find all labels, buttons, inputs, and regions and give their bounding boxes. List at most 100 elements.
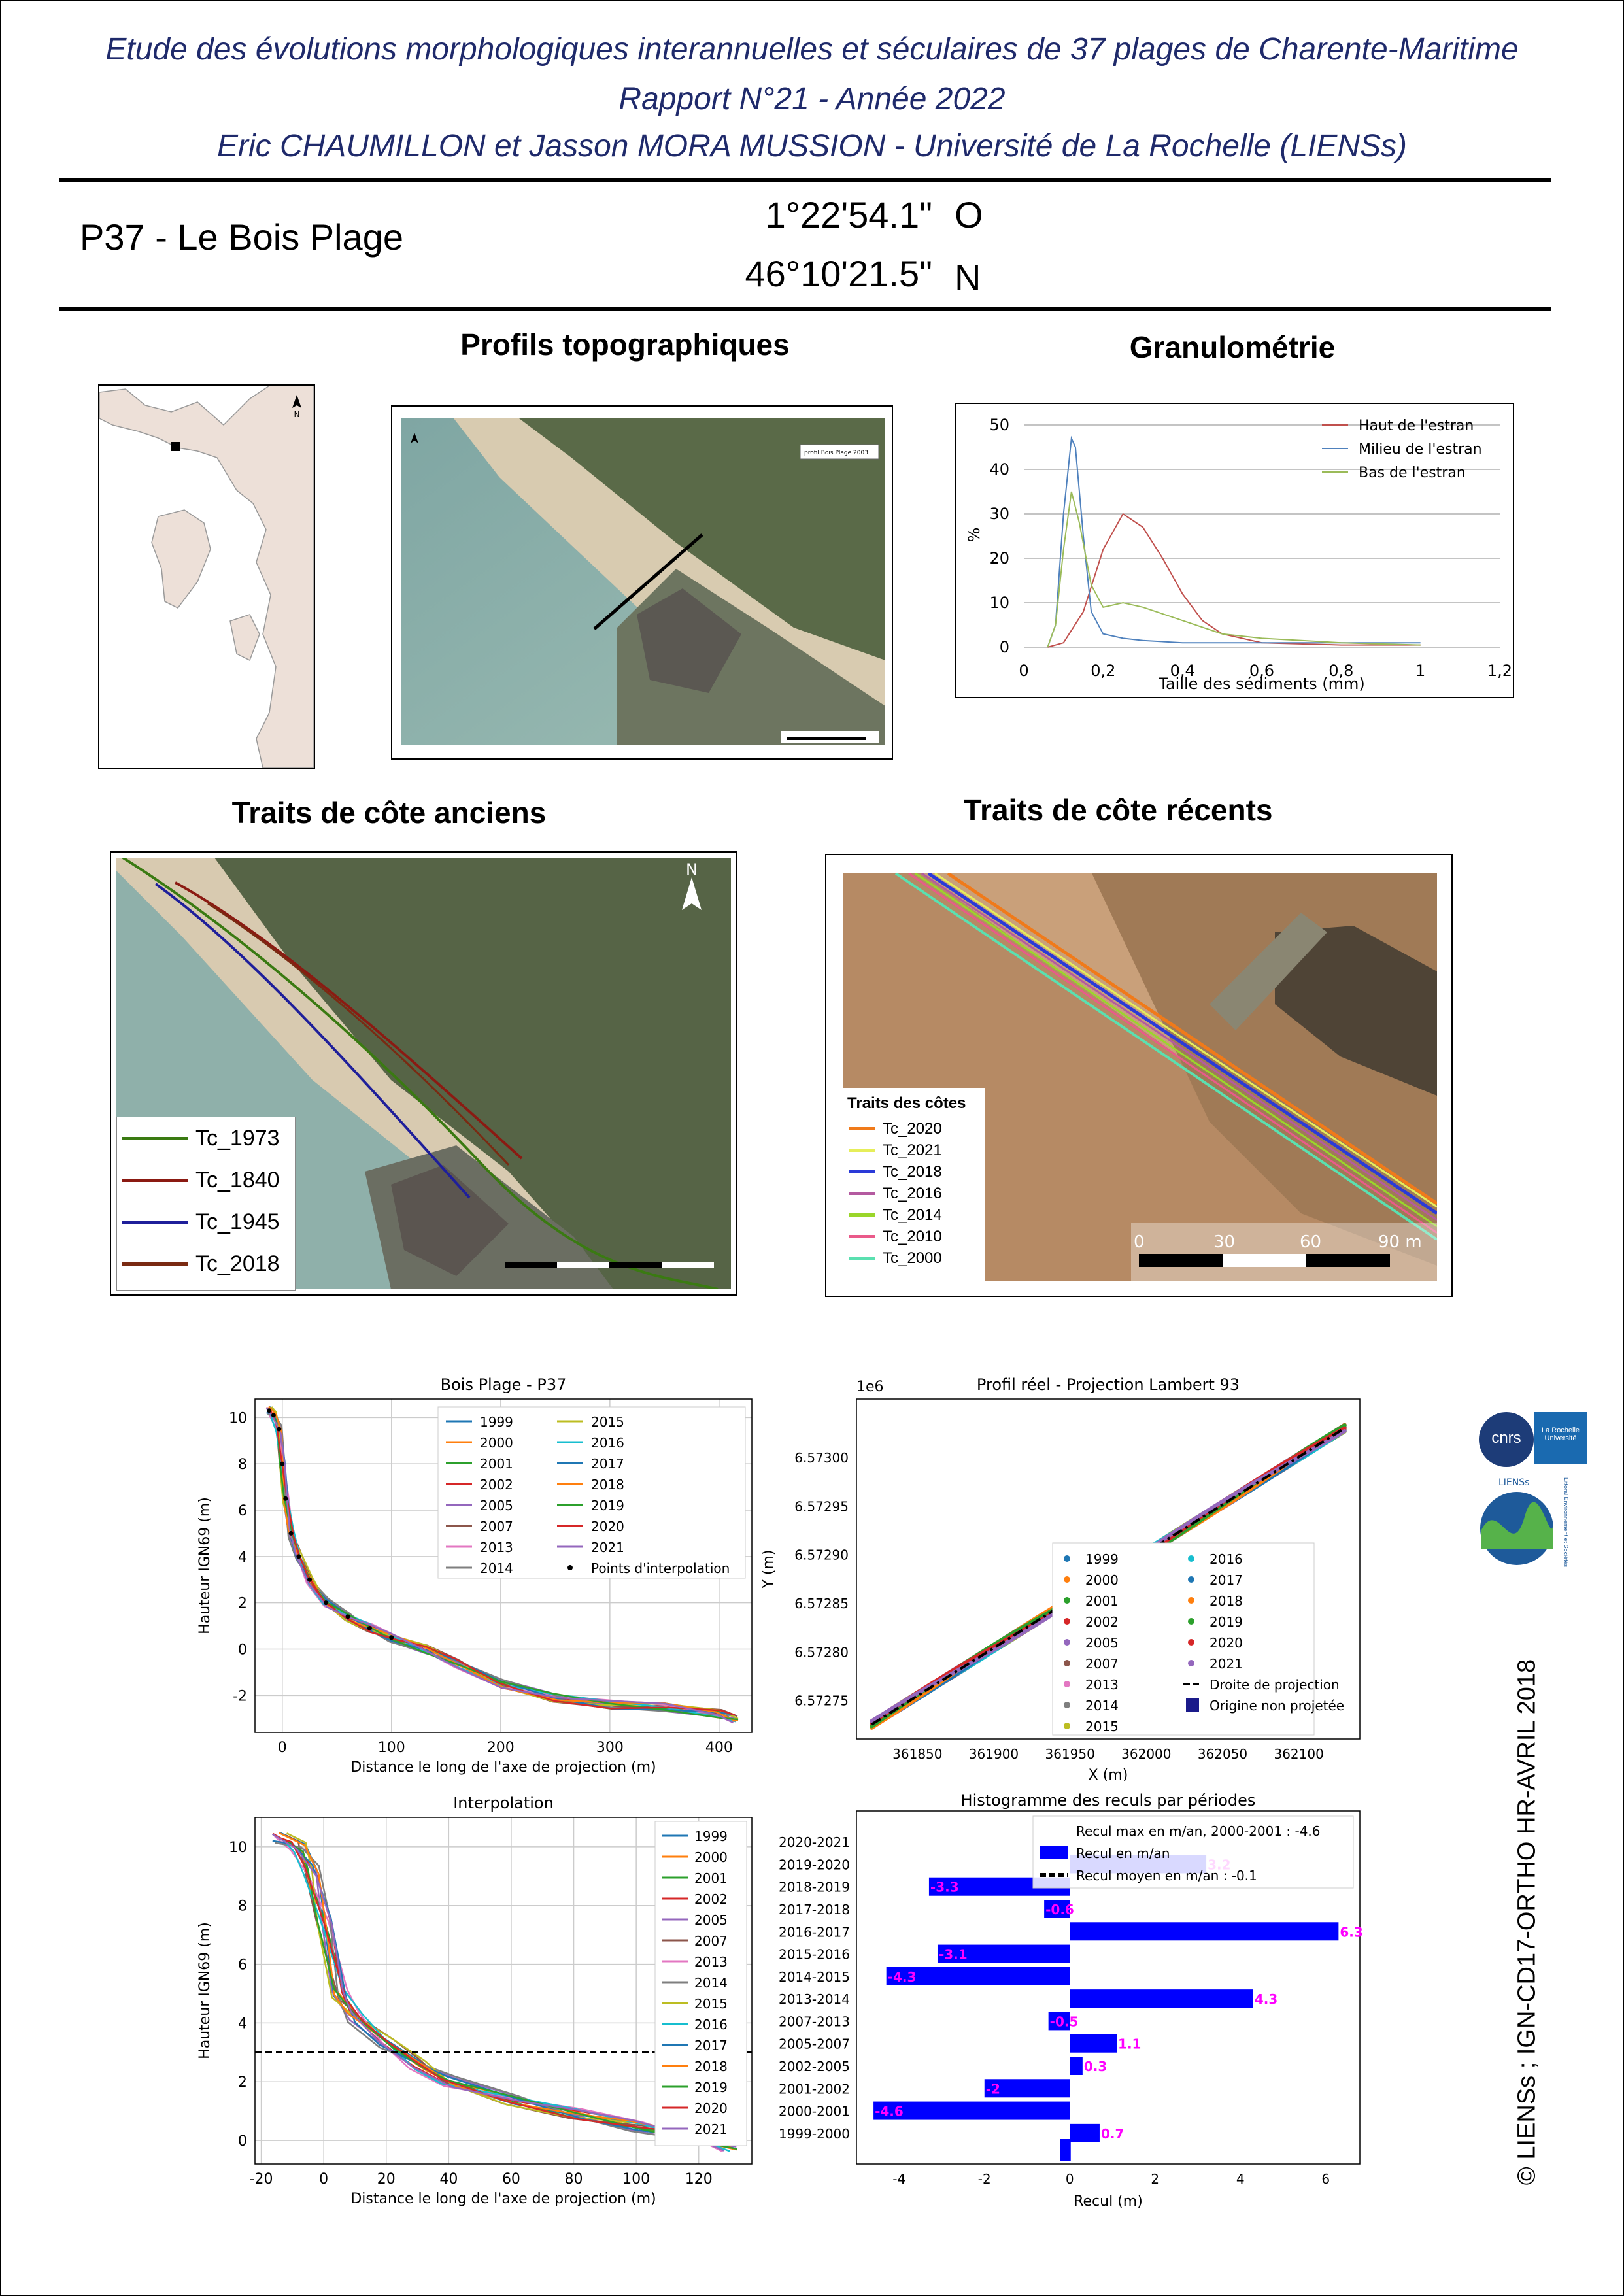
interp-legend-box [654, 1821, 747, 2146]
recents-legend-item: Tc_2016 [843, 1183, 985, 1204]
interp-legend-label: 2007 [694, 1933, 728, 1949]
header-rule-bottom [59, 307, 1551, 311]
chart-xtick-label: 40 [439, 2171, 458, 2187]
univ-logo: La Rochelle Université [1534, 1412, 1587, 1464]
hist-bar-label: -4.3 [888, 1969, 917, 1985]
hist-bar-label: -4.6 [875, 2104, 904, 2119]
chart-xtick-label: 20 [377, 2171, 396, 2187]
chart-xtick-label: 0 [278, 1740, 287, 1756]
hist-bar-label: 0.3 [1084, 2059, 1107, 2074]
interp-legend-label: 2013 [694, 1954, 728, 1970]
hist-bar-label: 1.1 [1118, 2036, 1141, 2052]
reel-legend-label: 2002 [1085, 1614, 1119, 1630]
granulo-xtick-label: 1,2 [1487, 662, 1512, 680]
hist-bar [1070, 1989, 1253, 2008]
reel-legend-label: 2007 [1085, 1656, 1119, 1672]
interpolation-point [277, 1427, 282, 1432]
hist-category-label: 2002-2005 [779, 2059, 850, 2074]
chart-title: Profil réel - Projection Lambert 93 [977, 1376, 1240, 1394]
anciens-legend-swatch [122, 1262, 188, 1266]
chart-xlabel: Distance le long de l'axe de projection … [350, 1759, 656, 1776]
recents-legend-swatch [849, 1127, 875, 1130]
chart-ytick-label: 6.57285 [794, 1596, 849, 1612]
section-title-granulometrie: Granulométrie [1129, 330, 1336, 364]
site-longitude: 1°22'54.1" [765, 194, 932, 235]
recents-legend-label: Tc_2010 [883, 1227, 942, 1245]
reel-legend-label: 2005 [1085, 1635, 1119, 1651]
recents-legend-item: Tc_2020 [843, 1118, 985, 1140]
interpolation-point [267, 1408, 272, 1413]
granulo-xtick-label: 0,6 [1249, 662, 1274, 680]
reel-legend-label: 2016 [1210, 1551, 1243, 1567]
reel-legend-marker [1188, 1618, 1194, 1625]
chart-axes-frame [856, 1398, 1361, 1740]
site-latitude: 46°10'21.5" [745, 253, 932, 294]
side-credit-text: © LIENSs ; IGN-CD17-ORTHO HR-AVRIL 2018 [1513, 1659, 1541, 2186]
interpolation-chart: Interpolation -20 0 20 40 60 80 100 120 0 2 4 6 8 10 Di… [197, 1794, 753, 2207]
recents-legend-swatch [849, 1192, 875, 1195]
anciens-legend-item: Tc_2018 [117, 1243, 295, 1285]
recents-legend-title: Traits des côtes [847, 1094, 966, 1112]
chart-xtick-label: 361900 [969, 1746, 1019, 1762]
hist-bar-label: -2 [986, 2081, 1000, 2097]
interpolation-point [307, 1577, 313, 1582]
granulo-series-line [1047, 491, 1421, 648]
chart-ytick-label: 6 [238, 1503, 247, 1519]
chart-ytick-label: 6.57290 [794, 1547, 849, 1563]
chart-xtick-label: 0 [319, 2171, 328, 2187]
p37-legend-label: 2000 [480, 1435, 513, 1451]
reel-legend-label: 2014 [1085, 1698, 1119, 1714]
interp-legend-label: 2000 [694, 1849, 728, 1865]
interpolation-point [367, 1626, 372, 1631]
hist-bar-label: -3.1 [939, 1947, 968, 1963]
hist-category-label: 2014-2015 [779, 1969, 850, 1985]
reel-legend-box [1052, 1542, 1315, 1736]
hist-category-label: 2020-2021 [779, 1834, 850, 1850]
recents-scale-30: 30 [1213, 1232, 1235, 1252]
anciens-map-photo: N [116, 858, 731, 1289]
reel-legend-label: 2020 [1210, 1635, 1243, 1651]
reel-legend-label: Origine non projetée [1210, 1698, 1344, 1714]
chart-ytick-label: -2 [233, 1688, 247, 1704]
profile-series-line [286, 1834, 734, 2143]
profil-reel-chart: Profil réel - Projection Lambert 93 1e6 36… [760, 1376, 1361, 1783]
hist-bar [937, 1944, 1070, 1963]
histogramme-reculs-chart: Histogramme des reculs par périodes -4 -2 0… [779, 1791, 1363, 2210]
reel-legend-marker [1064, 1723, 1070, 1729]
interpolation-point [271, 1413, 276, 1418]
hist-category-label: 2019-2020 [779, 1857, 850, 1872]
anciens-legend-swatch [122, 1178, 188, 1182]
recents-legend-item: Tc_2014 [843, 1204, 985, 1226]
recents-legend: Traits des côtes Tc_2020 Tc_2021 Tc_2018 Tc… [843, 1088, 985, 1281]
p37-legend-box [437, 1406, 746, 1579]
reel-legend-label: 2021 [1210, 1656, 1243, 1672]
location-minimap: N [98, 384, 315, 769]
hist-bar [984, 2079, 1070, 2098]
recents-legend-item: Tc_2010 [843, 1226, 985, 1247]
profile-series-line [279, 1836, 726, 2142]
anciens-north-arrow-icon [682, 877, 702, 910]
granulo-legend-label: Bas de l'estran [1359, 465, 1466, 481]
chart-title: Bois Plage - P37 [441, 1376, 567, 1394]
recents-map-frame: 0 30 60 90 m Traits des côtes Tc_2020 Tc_… [825, 854, 1453, 1297]
granulo-ytick-label: 50 [989, 416, 1009, 434]
p37-legend-label: 2020 [591, 1519, 624, 1534]
interp-legend-label: 2014 [694, 1975, 728, 1991]
chart-xtick-label: 60 [502, 2171, 520, 2187]
recents-legend-label: Tc_2018 [883, 1162, 942, 1181]
granulo-xtick-label: 0,2 [1091, 662, 1115, 680]
reel-legend-marker [1064, 1618, 1070, 1625]
recents-legend-label: Tc_2000 [883, 1249, 942, 1267]
recents-scale-90: 90 m [1378, 1232, 1422, 1252]
recents-legend-swatch [849, 1257, 875, 1260]
liens-logo-subtitle: Littoral Environnement et Sociétés [1563, 1477, 1569, 1568]
minimap-drawing: N [99, 385, 314, 768]
p37-legend-label: Points d'interpolation [591, 1561, 730, 1576]
chart-xtick-label: 362100 [1274, 1746, 1323, 1762]
hist-legend-label: Recul max en m/an, 2000-2001 : -4.6 [1076, 1823, 1321, 1839]
hist-category-label: 2005-2007 [779, 2036, 850, 2052]
chart-ytick-label: 4 [238, 2016, 247, 2032]
chart-xtick-label: 100 [378, 1740, 405, 1756]
granulo-ylabel: % [965, 528, 983, 543]
granulo-legend-label: Haut de l'estran [1359, 418, 1474, 434]
